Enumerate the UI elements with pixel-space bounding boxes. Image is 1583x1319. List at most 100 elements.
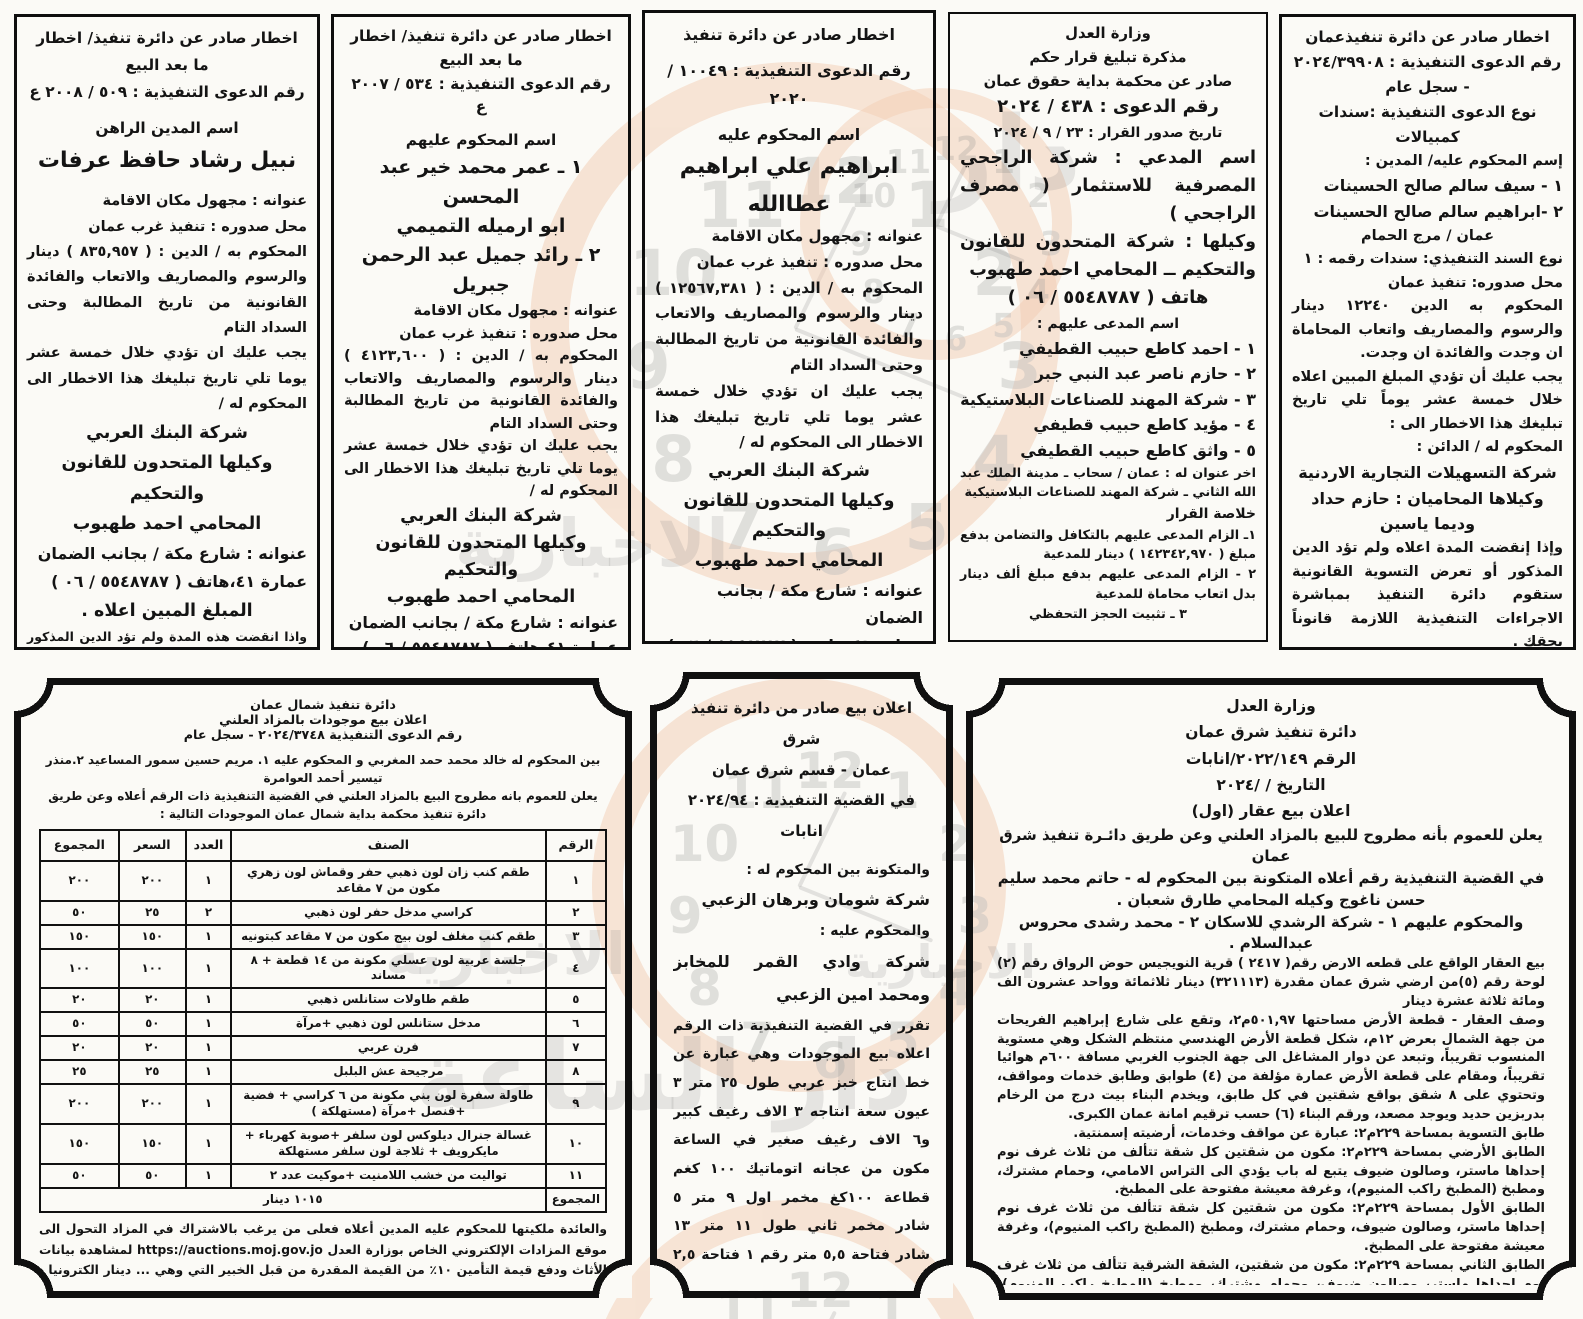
text-line: شركة البنك العربي: [400, 505, 562, 526]
text-line: شركة البنك العربي: [86, 422, 248, 443]
clock-number: 5: [992, 307, 1015, 346]
text-line: اسم المدين الراهن: [95, 118, 239, 137]
agency-watermark-text: الاخبارية: [845, 935, 1036, 989]
text-line: والعائدة ملكيتها للمحكوم عليه المدين أعل…: [39, 1221, 607, 1278]
text-line: عمارة ٤١،هاتف ( ٥٥٤٨٧٨٧ / ٠٦ ): [51, 572, 307, 591]
table-cell: ١٥٠: [39, 1122, 120, 1165]
clock-number: 6: [811, 514, 857, 589]
text-line: اعلان بيع موجودات بالمزاد العلني: [219, 712, 427, 727]
text-line: ٣ - شركة المهند للصناعات البلاستيكية: [960, 389, 1256, 409]
text-line: شركة التسهيلات التجارية الاردنية: [1298, 462, 1557, 482]
text-line: المحامي احمد طهبوب: [386, 586, 576, 607]
text-line: تقرر في القضية التنفيذية ذات الرقم اعلاه…: [673, 1017, 930, 1277]
text-line: اخر عنوان له : عمان / سحاب ـ مدينة الملك…: [960, 465, 1256, 501]
table-cell: ٥٠: [39, 899, 120, 926]
text-line: رقم الدعوى التنفيذية : ٥٠٩ / ٢٠٠٨ ع: [29, 82, 305, 101]
clock-number: 9: [626, 329, 671, 403]
table-cell: ٤: [544, 947, 607, 990]
text-line: المحامي احمد طهبوب: [694, 551, 884, 572]
table-cell: ١٥٠: [117, 1122, 187, 1165]
text-line: تاريخ صدور القرار : ٢٣ / ٩ / ٢٠٢٤: [993, 125, 1223, 142]
table-total-label: المجموع: [544, 1186, 607, 1213]
clock-number: 9: [667, 887, 703, 945]
table-row: ٩ طاولة سفرة لون بني مكونة من ٦ كراسي + ف…: [39, 1083, 607, 1125]
auction-notice-header: دائرة تنفيذ شمال عمان اعلان بيع موجودات ب…: [39, 697, 607, 823]
clock-number: 7: [897, 307, 920, 346]
text-line: في القضية التنفيذية : ٢٠٢٤/٩٤ انابات: [687, 791, 916, 840]
clock-number: 7: [740, 1012, 775, 1071]
text-line: عنوانه : شارع مكة / بجانب الضمان: [716, 580, 923, 628]
text-line: هاتف ( ٥٥٤٨٧٨٧ / ٠٦ ): [1007, 287, 1209, 309]
table-cell: ٥٠: [117, 1011, 187, 1038]
table-cell: ١: [184, 1162, 233, 1189]
clock-number: 4: [972, 421, 1017, 496]
text-line: والمحكوم عليه :: [819, 923, 930, 940]
text-line: المحكوم به / الدين : ( ٤١٢٣,٦٠٠ ) دينار …: [344, 348, 618, 432]
text-line: اسم المحكوم عليه: [717, 125, 861, 145]
table-cell: ١: [184, 923, 233, 950]
text-line: الطابق الأرضي بمساحة ٢٢٩م٢: مكون من شقتي…: [997, 1144, 1545, 1198]
text-line: ٢ ـ رائد جميل عبد الرحمن جبريل: [361, 244, 601, 296]
text-line: رقم الدعوى : ٤٣٨ / ٢٠٢٤: [997, 96, 1219, 118]
clock-number: 12: [795, 742, 865, 801]
table-cell: ١: [184, 987, 233, 1014]
clock-number: 4: [1027, 272, 1050, 311]
text-line: عمارة ٤١،هاتف ( ٥٥٤٨٧٨٧ / ٠٦ ): [655, 632, 923, 641]
clock-number: 1: [873, 1281, 908, 1319]
text-line: صادر عن محكمة بداية حقوق عمان: [983, 72, 1233, 90]
table-cell: ٢٠٠: [117, 859, 187, 902]
text-line: اخطار صادر عن دائرة تنفيذ/ اخطار ما بعد …: [350, 27, 612, 69]
clock-number: 8: [687, 959, 722, 1018]
clock-number: 3: [1039, 225, 1063, 263]
table-cell: طاولة سفرة لون بني مكونة من ٦ كراسي + فض…: [230, 1083, 547, 1125]
text-line: محل صدوره : تنفيذ غرب عمان: [399, 325, 618, 342]
text-line: إسم المحكوم عليه/ المدين :: [1364, 152, 1563, 169]
text-line: عنوانه : مجهول مكان الاقامة: [413, 303, 619, 320]
table-row: ٦ مدخل ستانلس لون ذهبي +مرآة ١ ٥٠ ٥٠: [39, 1011, 607, 1038]
text-line: دائرة تنفيذ شرق عمان: [1185, 723, 1357, 742]
clock-number: 11: [697, 168, 786, 243]
text-line: المحكوم له / الدائن :: [1416, 439, 1563, 456]
text-line: والمحكوم عليهم ١ - شركة الرشدي للاسكان ٢…: [1018, 912, 1524, 953]
text-line: يجب عليك ان تؤدي خلال خمسة عشر يوما تلي …: [655, 381, 923, 452]
text-line: - سجل عام: [1385, 77, 1470, 96]
clock-number: 9: [849, 225, 873, 263]
table-cell: ٢: [184, 899, 233, 926]
text-line: اعلان بيع عقار (اول): [1191, 802, 1351, 821]
text-line: يعلن للعموم بانه مطروح البيع بالمزاد الع…: [48, 789, 598, 821]
text-line: عمان / مرج الحمام: [1361, 227, 1494, 244]
text-line: ١ - احمد كاطع حبيب القطيفي: [1019, 338, 1256, 358]
clock-number: 11: [722, 761, 793, 820]
table-cell: ١: [544, 859, 607, 902]
text-line: التاريخ / /٢٠٢٤: [1216, 776, 1326, 795]
bakery-notice-body: اعلان بيع صادر من دائرة تنفيذ شرق عمان - …: [673, 693, 930, 1277]
table-header-cell: المجموع: [39, 829, 120, 862]
table-row: ١١ تواليت من خشب اللامنيت +موكيت عدد ٢ ١ ٥٠…: [39, 1162, 607, 1189]
text-line: في القضية التنفيذية رقم أعلاه المتكونة ب…: [997, 869, 1545, 909]
text-line: اسم المدعي : شركة الراجحي المصرفية للاست…: [960, 148, 1256, 225]
table-cell: مرجيحة عش البلبل: [230, 1059, 547, 1086]
notice-auction-bakery-line: اعلان بيع صادر من دائرة تنفيذ شرق عمان - …: [650, 672, 953, 1298]
clock-number: 5: [885, 1012, 920, 1071]
text-line: المحكوم به الدين ١٢٢٤٠ دينار والرسوم وال…: [1292, 298, 1563, 362]
text-line: اسم المدعى عليهم :: [1036, 316, 1180, 333]
table-cell: ٢٠: [117, 987, 187, 1014]
text-line: عنوانه : شارع مكة / بجانب الضمان: [37, 544, 307, 563]
text-line: ابو ارميله التميمي: [396, 215, 566, 238]
text-line: وزارة العدل: [1065, 25, 1151, 42]
table-cell: ١٥٠: [39, 923, 120, 950]
text-line: وكيلها : شركة المتحدون للقانون والتحكيم …: [960, 232, 1256, 281]
text-line: يجب عليك ان تؤدي خلال خمسة عشر يوما تلي …: [344, 438, 618, 500]
text-line: ٣ ـ تثبيت الحجز التحفظي: [1029, 606, 1187, 622]
auction-items-table-container: الرقم الصنف العدد السعر المجموع ١ طقم كنب زان …: [39, 829, 607, 1213]
text-line: نوع الدعوى التنفيذية :سندات كمبيالات: [1318, 102, 1537, 146]
text-line: الرقم ٢٠٢٢/١٤٩/انابات: [1185, 749, 1357, 768]
table-cell: ٢٠: [117, 1035, 187, 1062]
table-cell: ١: [184, 859, 233, 902]
text-line: عنوانه : مجهول مكان الاقامة: [711, 227, 923, 246]
clock-number: 7: [719, 489, 764, 564]
text-line: وكيلاها المحاميان : حازم حداد وديما ياسي…: [1311, 488, 1544, 534]
table-cell: ١٠٠: [117, 947, 187, 990]
table-header-cell: الرقم: [544, 829, 607, 862]
